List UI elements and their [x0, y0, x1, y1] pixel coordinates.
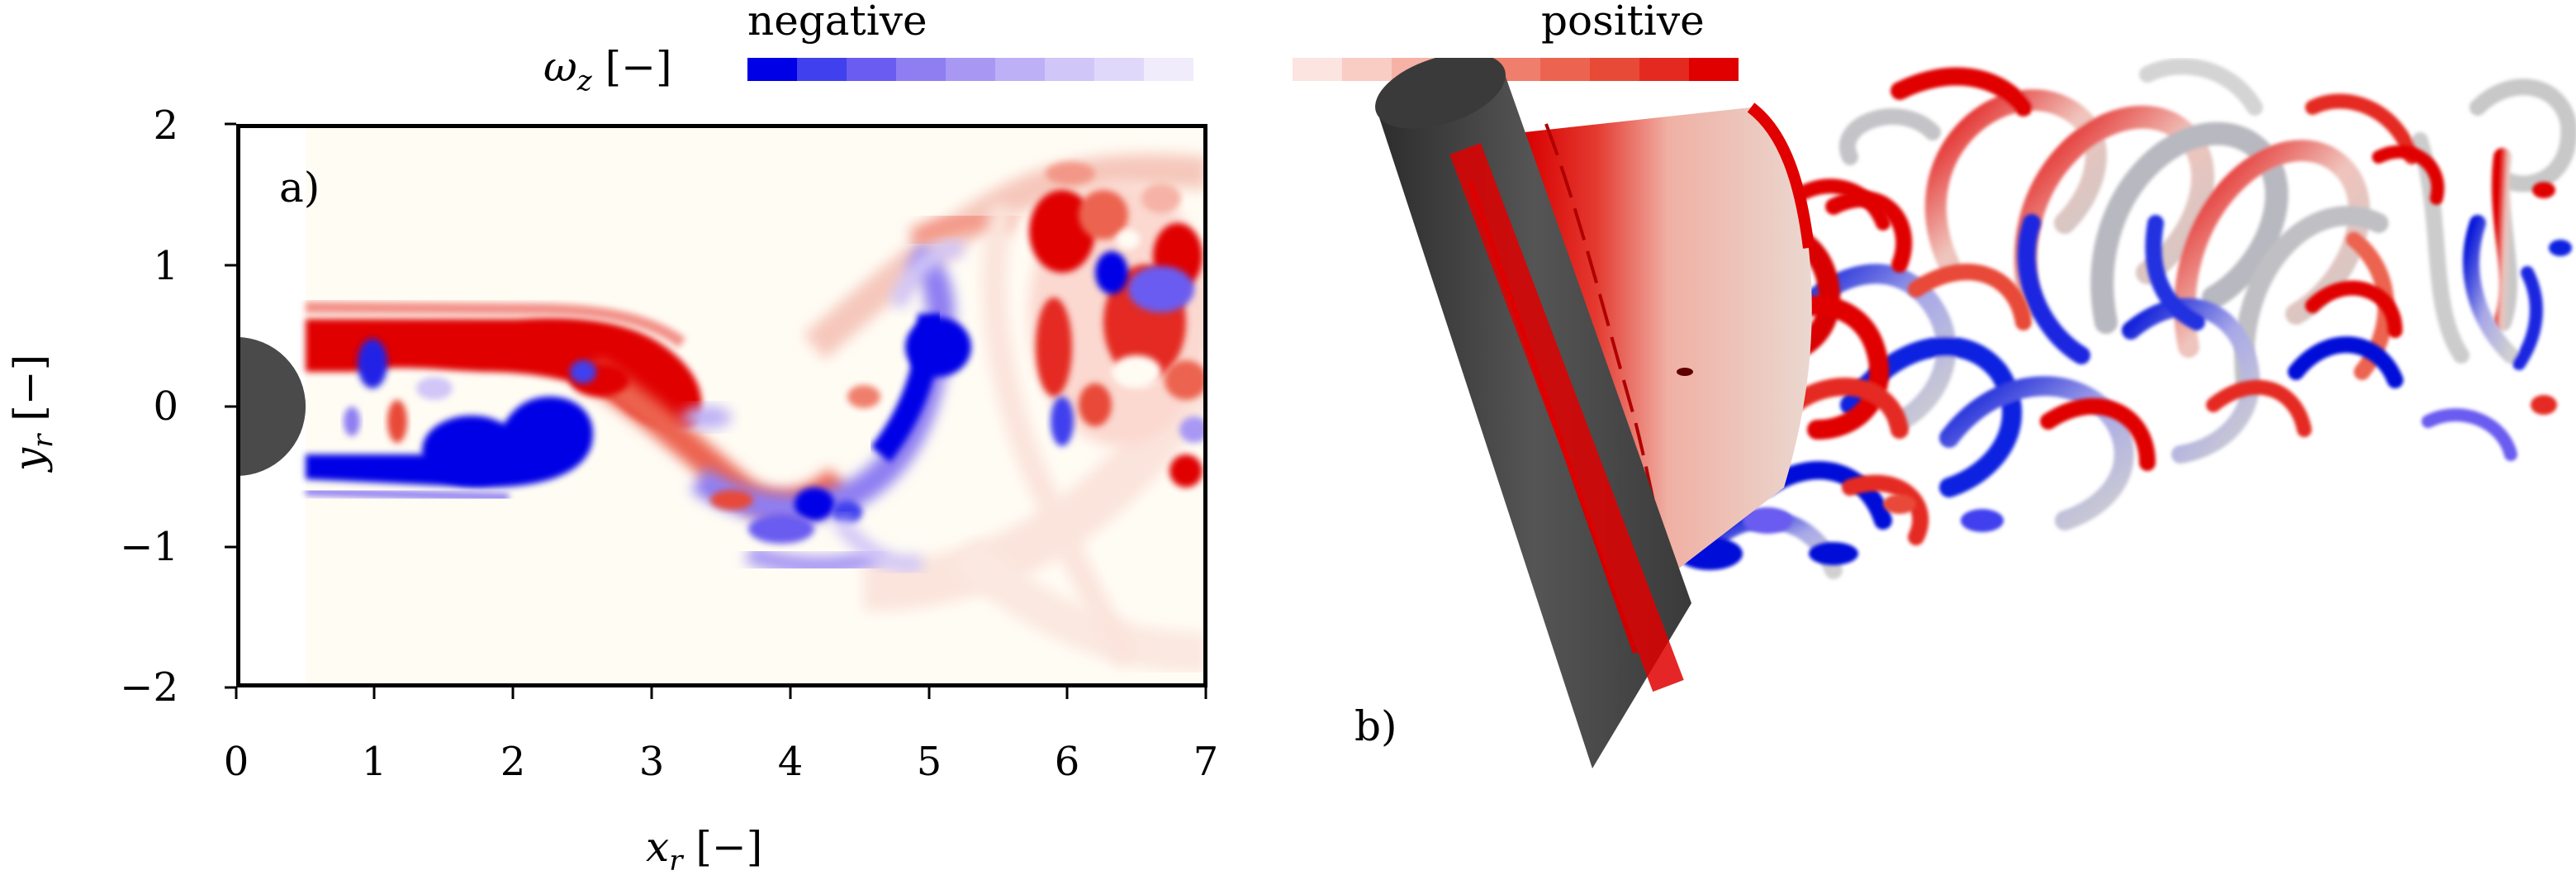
colorbar-swatch: [1540, 58, 1590, 81]
colorbar-swatch: [946, 58, 995, 81]
panel-a-axes: [225, 122, 1207, 699]
colorbar-swatch: [1590, 58, 1639, 81]
panel-a-plot: [236, 124, 1207, 687]
x-tick-label: 4: [777, 739, 804, 785]
y-tick-label: 0: [153, 383, 178, 430]
colorbar-swatch: [1094, 58, 1144, 81]
colorbar-swatch: [1045, 58, 1094, 81]
y-axis-label: yr [−]: [5, 354, 60, 472]
y-tick-label: 1: [153, 243, 178, 289]
y-tick-label: 2: [153, 102, 178, 149]
panel-b-tag: b): [1354, 702, 1397, 750]
x-tick-label: 0: [223, 739, 249, 785]
x-tick-label: 3: [638, 739, 665, 785]
colorbar-swatch: [1639, 58, 1689, 81]
colorbar-swatch: [847, 58, 896, 81]
x-tick-label: 1: [361, 739, 387, 785]
colorbar-swatch: [747, 58, 797, 81]
colorbar-swatch: [1144, 58, 1193, 81]
colorbar-variable-label: ωz [−]: [543, 43, 672, 98]
colorbar-swatch: [1689, 58, 1739, 81]
colorbar-swatch: [1293, 58, 1342, 81]
x-tick-label: 5: [916, 739, 942, 785]
colorbar-negative-label: negative: [747, 0, 927, 45]
colorbar-swatch: [995, 58, 1045, 81]
colorbar-positive-label: positive: [1541, 0, 1705, 45]
cylinder-end-cap: [1375, 58, 1506, 129]
x-axis-label: xr [−]: [646, 823, 763, 878]
colorbar-negative-scale: [747, 58, 1193, 81]
panel-a-field: [236, 124, 1207, 687]
y-tick-label: −2: [120, 664, 178, 711]
colorbar-swatch: [797, 58, 847, 81]
colorbar-swatch: [1342, 58, 1392, 81]
x-tick-label: 7: [1193, 739, 1219, 785]
x-tick-label: 6: [1054, 739, 1080, 785]
panel-b-vortex-structures: [1375, 58, 2576, 768]
x-tick-label: 2: [500, 739, 526, 785]
panel-b-render: [1321, 58, 2576, 768]
panel-a-tag: a): [279, 164, 320, 212]
y-tick-label: −1: [120, 524, 178, 570]
colorbar-swatch: [896, 58, 946, 81]
